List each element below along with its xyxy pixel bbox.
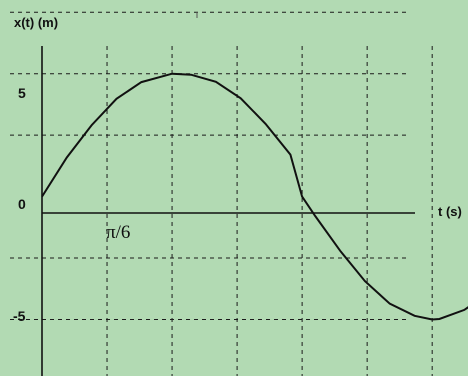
y-axis-label: x(t) (m): [14, 15, 58, 30]
x-tick-label-pi-over-6: π/6: [106, 222, 130, 243]
y-tick-label-0: 0: [18, 196, 26, 212]
x-axis-label: t (s): [438, 204, 462, 219]
y-tick-label-5: 5: [18, 85, 26, 101]
y-tick-label-neg5: -5: [13, 308, 26, 324]
grid-lines: [10, 11, 433, 376]
series-line: [41, 72, 468, 321]
